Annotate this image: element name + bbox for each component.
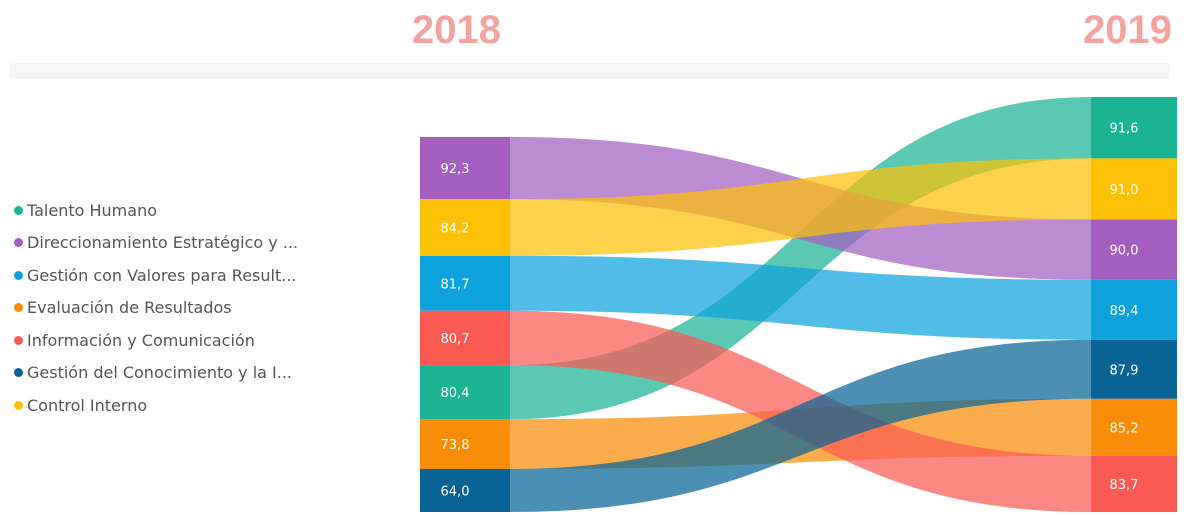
node-2019-evaluacion-de-resultados[interactable] [1091, 398, 1177, 456]
legend-item-informacion-y-comunicacion[interactable]: Información y Comunicación [14, 324, 298, 357]
node-2019-control-interno[interactable] [1091, 158, 1177, 220]
legend-label: Evaluación de Resultados [27, 298, 232, 318]
node-value-2019-gestion-del-conocimiento-y-la-innovacion: 87,9 [1110, 363, 1139, 378]
legend-label: Control Interno [27, 395, 148, 415]
chart-legend: Talento Humano Direccionamiento Estratégi… [14, 194, 298, 422]
legend-label: Información y Comunicación [27, 330, 255, 350]
flow-gestion-con-valores-para-resultados[interactable] [510, 255, 1091, 340]
nodes-2019: 91,6 90,0 89,4 85,2 83,7 87,9 91,0 [1091, 97, 1177, 512]
node-value-2019-evaluacion-de-resultados: 85,2 [1110, 421, 1139, 436]
node-2019-gestion-del-conocimiento-y-la-innovacion[interactable] [1091, 339, 1177, 399]
flow-control-interno[interactable] [510, 158, 1091, 256]
node-value-2019-control-interno: 91,0 [1110, 183, 1139, 198]
legend-item-gestion-del-conocimiento-y-la-innovacion[interactable]: Gestión del Conocimiento y la I... [14, 357, 298, 390]
node-2019-talento-humano[interactable] [1091, 97, 1177, 159]
legend-item-control-interno[interactable]: Control Interno [14, 389, 298, 422]
legend-dot-icon [14, 400, 23, 410]
node-2019-gestion-con-valores-para-resultados[interactable] [1091, 279, 1177, 340]
node-2018-evaluacion-de-resultados[interactable] [420, 419, 510, 469]
legend-dot-icon [14, 270, 23, 280]
node-value-2018-informacion-y-comunicacion: 80,7 [441, 332, 470, 347]
node-2019-informacion-y-comunicacion[interactable] [1091, 455, 1177, 512]
year-label-2019: 2019 [1083, 8, 1172, 52]
legend-dot-icon [14, 238, 23, 248]
node-value-2018-gestion-del-conocimiento-y-la-innovacion: 64,0 [441, 484, 470, 499]
node-2019-direccionamiento-estrategico-y-planeacion[interactable] [1091, 219, 1177, 280]
node-value-2018-direccionamiento-estrategico-y-planeacion: 92,3 [441, 162, 470, 177]
node-2018-gestion-con-valores-para-resultados[interactable] [420, 255, 510, 311]
node-value-2019-talento-humano: 91,6 [1110, 122, 1139, 137]
legend-item-evaluacion-de-resultados[interactable]: Evaluación de Resultados [14, 292, 298, 325]
node-2018-direccionamiento-estrategico-y-planeacion[interactable] [420, 137, 510, 200]
legend-item-talento-humano[interactable]: Talento Humano [14, 194, 298, 227]
nodes-2018: 80,4 92,3 81,7 73,8 80,7 64,0 84,2 [420, 137, 510, 512]
header-divider-band [10, 63, 1170, 79]
legend-dot-icon [14, 205, 23, 215]
node-2018-control-interno[interactable] [420, 199, 510, 256]
legend-dot-icon [14, 368, 23, 378]
node-2018-gestion-del-conocimiento-y-la-innovacion[interactable] [420, 468, 510, 512]
legend-item-direccionamiento-estrategico-y-planeacion[interactable]: Direccionamiento Estratégico y ... [14, 227, 298, 260]
node-value-2018-control-interno: 84,2 [441, 221, 470, 236]
legend-dot-icon [14, 335, 23, 345]
flow-gestion-del-conocimiento-y-la-innovacion[interactable] [510, 339, 1091, 512]
legend-label: Gestión del Conocimiento y la I... [27, 363, 293, 383]
legend-label: Direccionamiento Estratégico y ... [27, 233, 299, 253]
legend-label: Talento Humano [27, 200, 157, 220]
node-value-2019-gestion-con-valores-para-resultados: 89,4 [1110, 304, 1139, 319]
node-value-2019-direccionamiento-estrategico-y-planeacion: 90,0 [1110, 244, 1139, 259]
sankey-flows [510, 97, 1091, 512]
node-2018-talento-humano[interactable] [420, 365, 510, 420]
node-value-2019-informacion-y-comunicacion: 83,7 [1110, 478, 1139, 493]
node-value-2018-evaluacion-de-resultados: 73,8 [441, 438, 470, 453]
node-value-2018-gestion-con-valores-para-resultados: 81,7 [441, 277, 470, 292]
year-label-2018: 2018 [412, 8, 501, 52]
node-value-2018-talento-humano: 80,4 [441, 386, 470, 401]
legend-item-gestion-con-valores-para-resultados[interactable]: Gestión con Valores para Result... [14, 259, 298, 292]
legend-label: Gestión con Valores para Result... [27, 265, 297, 285]
node-2018-informacion-y-comunicacion[interactable] [420, 310, 510, 366]
legend-dot-icon [14, 303, 23, 313]
